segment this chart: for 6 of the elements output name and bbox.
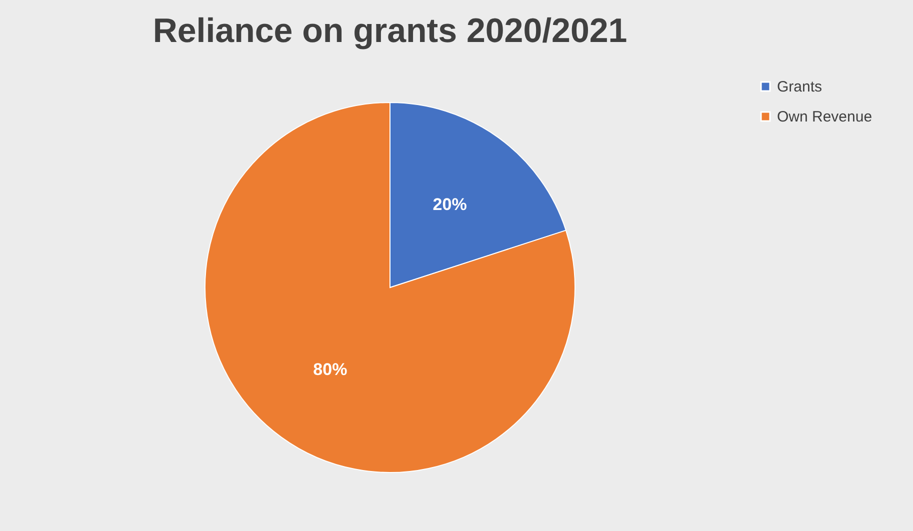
pie-slice: [204, 102, 576, 473]
data-label: 20%: [432, 195, 467, 214]
data-label: 80%: [313, 360, 348, 379]
chart-title: Reliance on grants 2020/2021: [152, 12, 628, 50]
legend-label: Own Revenue: [777, 108, 872, 126]
legend-label: Grants: [777, 78, 822, 96]
